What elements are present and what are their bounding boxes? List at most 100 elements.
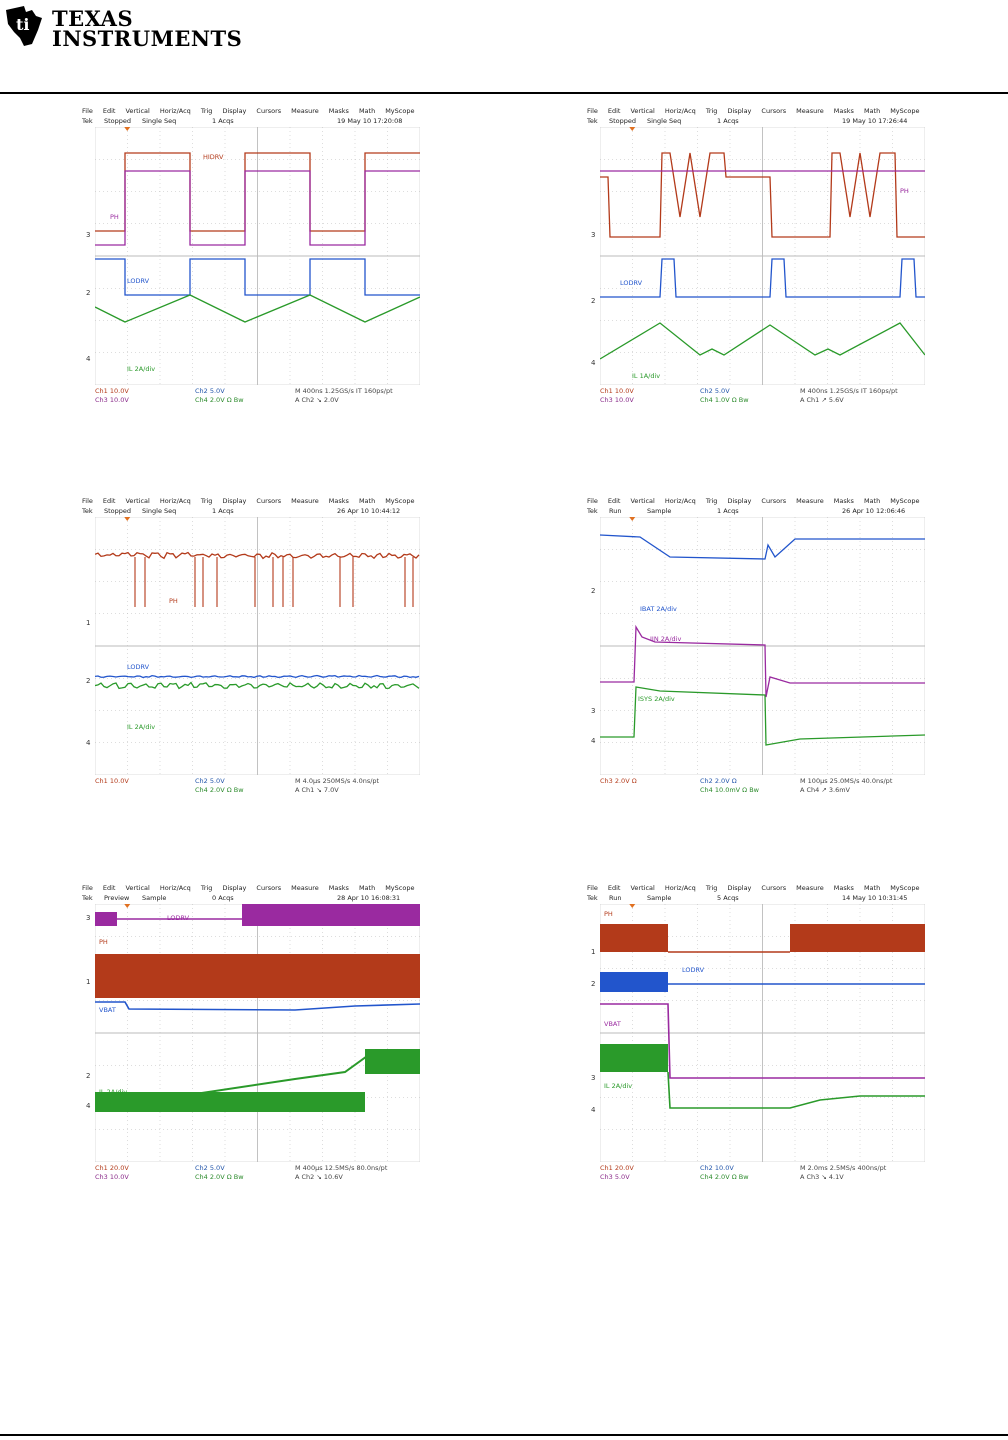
scope-menu-myscope[interactable]: MyScope — [890, 884, 920, 892]
scope-graticule — [600, 517, 925, 775]
scope-menu-myscope[interactable]: MyScope — [890, 107, 920, 115]
scope-menu-edit[interactable]: Edit — [607, 884, 621, 892]
scope-menu-horizacq[interactable]: Horiz/Acq — [159, 107, 191, 115]
scope-graticule — [95, 517, 420, 775]
scope-menu-myscope[interactable]: MyScope — [385, 107, 415, 115]
scope-menu-vertical[interactable]: Vertical — [125, 497, 150, 505]
scope-graticule — [600, 904, 925, 1162]
status-acqs: 1 Acqs — [717, 507, 739, 515]
scope-menu-file[interactable]: File — [82, 107, 93, 115]
channel-marker-3: 3 — [591, 1074, 596, 1082]
scope-menu-display[interactable]: Display — [727, 884, 752, 892]
readout-ch3: Ch3 10.0V — [600, 396, 634, 404]
scope-menu-vertical[interactable]: Vertical — [125, 107, 150, 115]
scope-menu-edit[interactable]: Edit — [102, 107, 116, 115]
scope-menu-cursors[interactable]: Cursors — [761, 497, 787, 505]
scope-menu-measure[interactable]: Measure — [291, 884, 319, 892]
scope-menu-display[interactable]: Display — [727, 107, 752, 115]
scope-menu-trig[interactable]: Trig — [200, 107, 213, 115]
channel-marker-1: 1 — [86, 978, 91, 986]
status-brand: Tek — [587, 894, 598, 902]
scope-menu-measure[interactable]: Measure — [291, 107, 319, 115]
trace-label: VBAT — [99, 1006, 116, 1014]
scope-menu-file[interactable]: File — [82, 497, 93, 505]
scope-menu-myscope[interactable]: MyScope — [890, 497, 920, 505]
il-trace — [95, 1051, 420, 1105]
readout-m: M 100μs 25.0MS/s 40.0ns/pt — [800, 777, 893, 785]
scope-menu-file[interactable]: File — [587, 497, 598, 505]
scope-menu-vertical[interactable]: Vertical — [630, 884, 655, 892]
logo-line-2: INSTRUMENTS — [52, 26, 243, 51]
scope-menu-math[interactable]: Math — [358, 107, 376, 115]
scope-menu-display[interactable]: Display — [222, 107, 247, 115]
scope-menu-edit[interactable]: Edit — [607, 497, 621, 505]
isys-trace — [600, 686, 925, 746]
scope-menu-edit[interactable]: Edit — [102, 884, 116, 892]
scope-menu-file[interactable]: File — [82, 884, 93, 892]
status-mode: Sample — [142, 894, 167, 902]
readout-ch1: Ch1 20.0V — [95, 1164, 129, 1172]
scope-menu-math[interactable]: Math — [863, 884, 881, 892]
scope-menu-vertical[interactable]: Vertical — [125, 884, 150, 892]
scope-menu-masks[interactable]: Masks — [833, 884, 854, 892]
trace-label: LODRV — [167, 914, 190, 922]
scope-menu-bar: File Edit Vertical Horiz/Acq Trig Display Curs… — [587, 884, 928, 893]
scope-readout: Ch1 20.0V Ch3 10.0V Ch2 5.0V Ch4 2.0V Ω Bw M… — [95, 1164, 423, 1188]
scope-screen: HIDRV PH LODRV IL 2A/div — [95, 127, 420, 385]
readout-ch3: Ch3 10.0V — [95, 1173, 129, 1181]
status-mode: Sample — [647, 507, 672, 515]
status-date: 19 May 10 17:26:44 — [842, 117, 908, 125]
status-brand: Tek — [82, 894, 93, 902]
scope-menu-display[interactable]: Display — [222, 497, 247, 505]
scope-menu-math[interactable]: Math — [863, 107, 881, 115]
readout-ch3: Ch3 10.0V — [95, 396, 129, 404]
scope-menu-horizacq[interactable]: Horiz/Acq — [664, 884, 696, 892]
scope-menu-measure[interactable]: Measure — [291, 497, 319, 505]
scope-menu-file[interactable]: File — [587, 884, 598, 892]
scope-menu-horizacq[interactable]: Horiz/Acq — [159, 497, 191, 505]
scope-menu-horizacq[interactable]: Horiz/Acq — [159, 884, 191, 892]
scope-menu-cursors[interactable]: Cursors — [256, 107, 282, 115]
scope-menu-edit[interactable]: Edit — [607, 107, 621, 115]
scope-menu-file[interactable]: File — [587, 107, 598, 115]
scope-menu-measure[interactable]: Measure — [796, 497, 824, 505]
scope-menu-cursors[interactable]: Cursors — [761, 107, 787, 115]
trace-label: PH — [169, 597, 178, 605]
lodrv-trace — [95, 674, 420, 679]
scope-menu-display[interactable]: Display — [727, 497, 752, 505]
scope-menu-trig[interactable]: Trig — [705, 107, 718, 115]
scope-menu-bar: File Edit Vertical Horiz/Acq Trig Display Curs… — [82, 107, 423, 116]
scope-menu-masks[interactable]: Masks — [833, 107, 854, 115]
scope-menu-trig[interactable]: Trig — [200, 497, 213, 505]
scope-menu-masks[interactable]: Masks — [328, 497, 349, 505]
scope-menu-cursors[interactable]: Cursors — [256, 884, 282, 892]
ph-trace — [95, 170, 420, 246]
scope-menu-myscope[interactable]: MyScope — [385, 884, 415, 892]
scope-menu-cursors[interactable]: Cursors — [256, 497, 282, 505]
scope-menu-math[interactable]: Math — [863, 497, 881, 505]
scope-menu-myscope[interactable]: MyScope — [385, 497, 415, 505]
scope-menu-math[interactable]: Math — [358, 497, 376, 505]
scope-menu-trig[interactable]: Trig — [705, 497, 718, 505]
scope-menu-masks[interactable]: Masks — [833, 497, 854, 505]
scope-menu-masks[interactable]: Masks — [328, 884, 349, 892]
scope-menu-trig[interactable]: Trig — [705, 884, 718, 892]
scope-menu-measure[interactable]: Measure — [796, 884, 824, 892]
il-band-low — [95, 1092, 365, 1112]
scope-menu-horizacq[interactable]: Horiz/Acq — [664, 107, 696, 115]
scope-menu-display[interactable]: Display — [222, 884, 247, 892]
trace-label: IL 2A/div — [127, 365, 156, 373]
status-mode: Single Seq — [142, 507, 177, 515]
scope-menu-vertical[interactable]: Vertical — [630, 107, 655, 115]
scope-menu-edit[interactable]: Edit — [102, 497, 116, 505]
scope-capture-3: File Edit Vertical Horiz/Acq Trig Display Curs… — [78, 495, 423, 805]
scope-menu-measure[interactable]: Measure — [796, 107, 824, 115]
readout-ch1: Ch1 10.0V — [95, 387, 129, 395]
scope-menu-trig[interactable]: Trig — [200, 884, 213, 892]
scope-menu-math[interactable]: Math — [358, 884, 376, 892]
scope-menu-vertical[interactable]: Vertical — [630, 497, 655, 505]
scope-menu-cursors[interactable]: Cursors — [761, 884, 787, 892]
trigger-position-icon — [629, 517, 636, 521]
scope-menu-horizacq[interactable]: Horiz/Acq — [664, 497, 696, 505]
scope-menu-masks[interactable]: Masks — [328, 107, 349, 115]
